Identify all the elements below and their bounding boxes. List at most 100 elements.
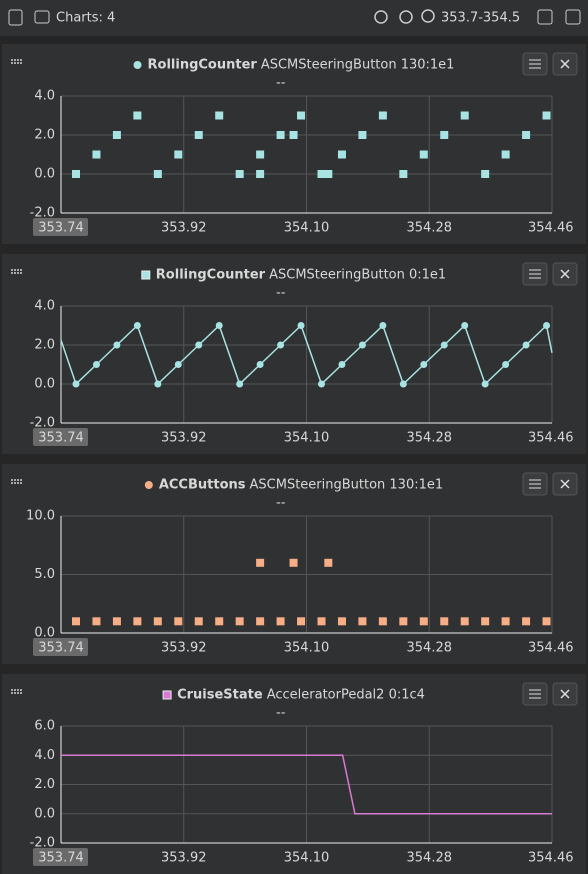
x-tick-label: 354.10 bbox=[284, 221, 330, 236]
point bbox=[378, 111, 387, 120]
point bbox=[256, 558, 265, 567]
legend-icon bbox=[162, 690, 172, 700]
point bbox=[133, 322, 141, 329]
point bbox=[440, 131, 449, 139]
drag-handle bbox=[20, 689, 22, 691]
x-tick-label: 354.28 bbox=[407, 221, 453, 236]
annotation: -- bbox=[276, 496, 286, 511]
drag-handle bbox=[11, 689, 13, 691]
signal-message: ASCMSteeringButton 0:1e1 bbox=[269, 268, 446, 283]
point bbox=[399, 617, 408, 626]
drag-handle bbox=[14, 59, 16, 61]
signal-name: CruiseState bbox=[177, 688, 263, 703]
undo-zoom[interactable] bbox=[374, 10, 388, 24]
drag-handle bbox=[11, 692, 13, 694]
drag-handle bbox=[17, 269, 19, 271]
redo-zoom[interactable] bbox=[399, 10, 413, 24]
point bbox=[501, 150, 510, 159]
point bbox=[289, 131, 298, 139]
point bbox=[133, 111, 142, 120]
point bbox=[460, 617, 469, 626]
charts-count: Charts: 4 bbox=[56, 11, 115, 26]
point bbox=[481, 170, 490, 178]
point bbox=[502, 361, 510, 368]
point bbox=[215, 617, 224, 626]
drag-handle bbox=[20, 59, 22, 61]
y-tick-label: 0.0 bbox=[34, 167, 55, 182]
drag-handle bbox=[20, 269, 22, 271]
point bbox=[256, 170, 265, 178]
point bbox=[154, 380, 162, 388]
legend-icon bbox=[144, 481, 153, 489]
point bbox=[195, 341, 203, 349]
drag-handle bbox=[17, 59, 19, 61]
point bbox=[317, 170, 326, 178]
signal-name: RollingCounter bbox=[156, 268, 266, 283]
point bbox=[318, 380, 326, 388]
point bbox=[194, 617, 203, 626]
x-tick-label: 353.92 bbox=[161, 851, 207, 866]
drag-handle bbox=[17, 692, 19, 694]
toolbar bbox=[0, 0, 588, 36]
dock-button[interactable] bbox=[8, 9, 23, 26]
point bbox=[256, 361, 264, 368]
x-tick-label: 354.28 bbox=[407, 431, 453, 446]
x-tick-label: 354.46 bbox=[528, 221, 574, 236]
drag-handle bbox=[14, 692, 16, 694]
point bbox=[153, 170, 162, 178]
close[interactable] bbox=[565, 9, 581, 25]
point bbox=[542, 617, 551, 626]
drag-handle bbox=[11, 272, 13, 274]
drag-handle bbox=[20, 62, 22, 64]
drag-handle bbox=[17, 482, 19, 484]
y-tick-label: 5.0 bbox=[34, 567, 55, 582]
annotation: -- bbox=[276, 76, 286, 91]
point bbox=[461, 322, 469, 329]
point bbox=[481, 380, 489, 388]
y-tick-label: 0.0 bbox=[34, 377, 55, 392]
point bbox=[460, 111, 469, 120]
x-tick-label: 353.74 bbox=[38, 431, 84, 446]
point bbox=[174, 617, 183, 626]
drag-handle bbox=[11, 62, 13, 64]
point bbox=[92, 617, 101, 626]
point bbox=[256, 150, 265, 159]
drag-handle bbox=[11, 59, 13, 61]
point bbox=[324, 170, 333, 178]
x-tick-label: 354.10 bbox=[284, 851, 330, 866]
y-tick-label: 0.0 bbox=[34, 626, 55, 641]
y-tick-label: 4.0 bbox=[34, 748, 55, 763]
reset-zoom[interactable] bbox=[421, 9, 435, 23]
point bbox=[92, 150, 101, 159]
drag-handle bbox=[17, 689, 19, 691]
point bbox=[399, 170, 408, 178]
point bbox=[113, 341, 121, 349]
annotation: -- bbox=[276, 286, 286, 301]
point bbox=[522, 341, 530, 349]
point bbox=[174, 150, 183, 159]
legend-icon bbox=[133, 61, 142, 69]
point bbox=[112, 131, 121, 139]
point bbox=[276, 617, 285, 626]
point bbox=[236, 380, 244, 388]
x-tick-label: 354.10 bbox=[284, 431, 330, 446]
y-tick-label: 6.0 bbox=[34, 719, 55, 734]
point bbox=[277, 341, 285, 349]
drag-handle bbox=[17, 272, 19, 274]
x-tick-label: 354.28 bbox=[407, 641, 453, 656]
series-line bbox=[61, 754, 552, 815]
point bbox=[399, 380, 407, 388]
point bbox=[440, 341, 448, 349]
signal-name: ACCButtons bbox=[159, 478, 246, 493]
point bbox=[215, 322, 223, 329]
close-icon bbox=[560, 689, 570, 699]
x-tick-label: 353.92 bbox=[161, 431, 207, 446]
remove-all[interactable] bbox=[537, 9, 553, 25]
point bbox=[72, 617, 81, 626]
drag-handle bbox=[14, 479, 16, 481]
point bbox=[379, 322, 387, 329]
drag-handle bbox=[11, 482, 13, 484]
point bbox=[194, 131, 203, 139]
